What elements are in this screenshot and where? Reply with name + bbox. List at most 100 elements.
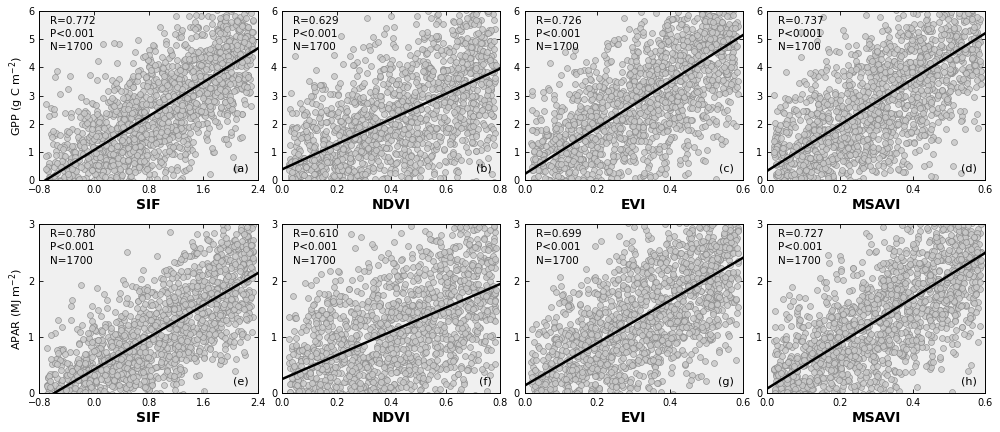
Point [911,77,927,84]
Point [367,40,383,47]
Point [868,299,884,306]
Point [207,322,223,329]
Point [821,86,837,93]
Point [452,277,468,284]
Point [834,359,850,365]
Point [946,211,962,218]
Point [866,318,882,324]
Point [630,380,646,387]
Point [939,268,955,275]
Point [182,89,198,95]
Point [475,60,491,67]
Point [395,379,411,386]
Point [632,124,648,131]
Point [870,299,886,306]
Point [879,128,895,135]
Point [427,339,443,346]
Point [378,352,394,359]
Point [546,324,562,330]
Point [109,175,125,182]
Point [857,136,873,143]
Point [699,304,715,311]
Point [189,101,205,108]
Point [848,58,864,65]
Point [191,347,207,354]
Point [410,38,426,45]
Point [846,94,862,101]
Point [635,124,651,130]
Point [719,283,735,289]
Point [155,321,171,328]
Point [951,13,967,19]
Point [148,310,164,317]
Point [929,287,945,294]
Point [182,89,198,96]
Point [614,95,630,102]
Point [633,327,649,334]
Point [334,391,350,398]
Point [303,397,319,403]
Point [118,116,134,123]
Point [89,76,105,83]
Point [406,344,422,351]
Point [369,99,385,106]
Point [846,355,862,362]
Point [372,274,388,281]
Point [801,378,817,385]
Point [242,253,258,260]
Point [163,285,179,292]
Point [174,312,190,319]
Point [525,156,541,162]
Point [932,354,948,361]
Point [342,370,358,377]
Point [150,79,166,86]
Point [221,307,237,314]
Point [479,92,495,98]
Point [308,124,324,131]
Point [934,104,950,111]
Point [936,51,952,58]
Point [145,352,161,359]
Point [341,152,357,159]
Point [850,155,866,162]
Point [479,136,495,143]
Point [898,60,914,67]
Point [827,89,843,95]
Point [702,225,718,232]
Point [774,148,790,155]
Point [365,285,381,292]
Point [424,71,440,78]
Point [180,338,196,345]
Point [155,93,171,100]
Point [791,168,807,175]
Point [532,167,548,174]
Point [481,79,497,86]
Point [222,248,238,255]
Point [880,276,896,283]
Point [666,233,682,240]
Point [728,122,744,129]
Point [876,159,892,166]
Point [394,357,410,364]
Point [413,370,429,377]
Point [657,315,673,322]
Point [168,100,184,107]
Point [666,309,682,316]
Point [563,335,579,342]
Point [138,391,154,398]
Point [724,209,740,216]
Point [570,176,586,183]
Point [177,251,193,258]
Point [964,10,980,16]
Point [567,187,583,194]
Point [349,96,365,103]
Point [376,369,392,376]
Point [567,169,583,176]
Point [827,91,843,98]
Point [704,103,720,110]
Point [700,32,716,38]
Point [562,367,578,374]
Point [676,49,692,56]
Point [236,265,252,272]
Point [796,357,812,364]
